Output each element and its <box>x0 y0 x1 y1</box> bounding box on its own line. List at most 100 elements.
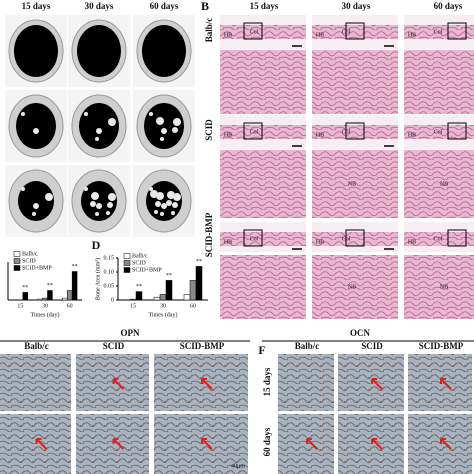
significance: ** <box>22 285 28 291</box>
bar <box>47 290 53 301</box>
new-bone <box>107 202 113 208</box>
histology-high <box>404 50 474 114</box>
x-axis-label: Times (day) <box>31 311 60 318</box>
annotation: HB <box>224 239 232 245</box>
legend-swatch <box>13 265 21 271</box>
legend-label: SCID+BMP <box>132 267 162 273</box>
legend-swatch <box>13 251 21 257</box>
annotation: NB <box>348 181 356 187</box>
bar <box>37 298 43 301</box>
y-tick-label: 0.10 <box>104 269 115 275</box>
annotation: HB <box>316 132 324 138</box>
column-header: 15 days <box>250 1 279 11</box>
new-bone <box>108 118 116 126</box>
roi-box <box>243 22 263 40</box>
annotation: HB <box>316 239 324 245</box>
y-tick-label: 0.05 <box>104 283 115 289</box>
annotation: HB <box>408 132 416 138</box>
roi-box <box>243 122 263 140</box>
new-bone <box>95 212 99 216</box>
panel-title: OPN <box>121 328 140 338</box>
annotation: Col <box>342 236 351 242</box>
histology-high <box>220 150 306 218</box>
ct-defect <box>14 25 58 77</box>
roi-box <box>345 22 365 40</box>
arrow <box>35 438 48 450</box>
new-bone <box>108 193 116 201</box>
panel-label: B <box>201 0 209 13</box>
new-bone <box>149 112 153 116</box>
x-tick-label: 60 <box>67 303 73 309</box>
new-bone <box>106 211 110 215</box>
ct-defect <box>16 103 56 149</box>
column-header: 30 days <box>85 1 114 11</box>
new-bone <box>21 187 25 191</box>
new-bone <box>156 117 164 125</box>
column-header: 15 days <box>22 1 51 11</box>
new-bone <box>161 128 167 134</box>
new-bone <box>149 187 153 191</box>
histology-high <box>220 255 306 319</box>
new-bone <box>84 112 88 116</box>
scale-label: 40μm <box>231 463 245 469</box>
new-bone <box>95 137 99 141</box>
legend-label: Balb/c <box>22 251 38 257</box>
annotation: HB <box>316 32 324 38</box>
significance: ** <box>196 259 202 265</box>
new-bone <box>161 203 167 209</box>
new-bone <box>96 128 102 134</box>
arrow <box>112 378 125 390</box>
annotation: Col <box>250 29 259 35</box>
new-bone <box>160 212 164 216</box>
bar <box>22 292 28 301</box>
legend-label: SCID <box>22 258 36 264</box>
significance: ** <box>136 284 142 290</box>
bar <box>42 297 48 301</box>
arrow <box>371 378 383 390</box>
legend-label: SCID+BMP <box>22 265 52 271</box>
ct-defect <box>144 103 184 149</box>
bar <box>135 291 143 301</box>
tissue-strip <box>312 125 398 139</box>
ihc-image <box>278 354 334 411</box>
significance: ** <box>166 273 172 279</box>
column-header: 60 days <box>434 1 463 11</box>
row-label: 60 days <box>262 427 272 456</box>
column-header: Balb/c <box>295 341 320 351</box>
annotation: NB <box>348 284 356 290</box>
tissue-strip <box>404 232 474 246</box>
column-header: SCID-BMP <box>419 341 464 351</box>
new-bone <box>32 212 36 216</box>
bar <box>153 296 161 301</box>
ct-defect <box>146 181 182 221</box>
new-bone <box>171 211 175 215</box>
new-bone <box>91 192 99 200</box>
ihc-image <box>0 354 71 411</box>
new-bone <box>96 203 102 209</box>
new-bone <box>167 191 175 199</box>
roi-box <box>345 229 365 247</box>
tissue-strip <box>404 25 474 39</box>
histology-high <box>404 150 474 218</box>
bar <box>195 266 203 301</box>
arrow <box>440 378 452 390</box>
histology-high <box>312 255 398 319</box>
row-label: SCID-BMP <box>204 212 214 257</box>
roi-box <box>447 122 467 140</box>
histology-high <box>312 50 398 114</box>
x-axis-label: Times (day) <box>149 311 178 318</box>
ct-defect <box>81 181 117 221</box>
new-bone <box>154 210 158 214</box>
legend-label: SCID <box>132 260 146 266</box>
new-bone <box>155 201 161 207</box>
arrow <box>201 378 213 390</box>
roi-box <box>447 229 467 247</box>
annotation: HB <box>408 32 416 38</box>
new-bone <box>150 190 158 198</box>
ct-defect <box>77 25 121 77</box>
legend-swatch <box>123 260 131 266</box>
column-header: Balb/c <box>24 341 49 351</box>
annotation: HB <box>408 239 416 245</box>
bar <box>66 290 73 301</box>
